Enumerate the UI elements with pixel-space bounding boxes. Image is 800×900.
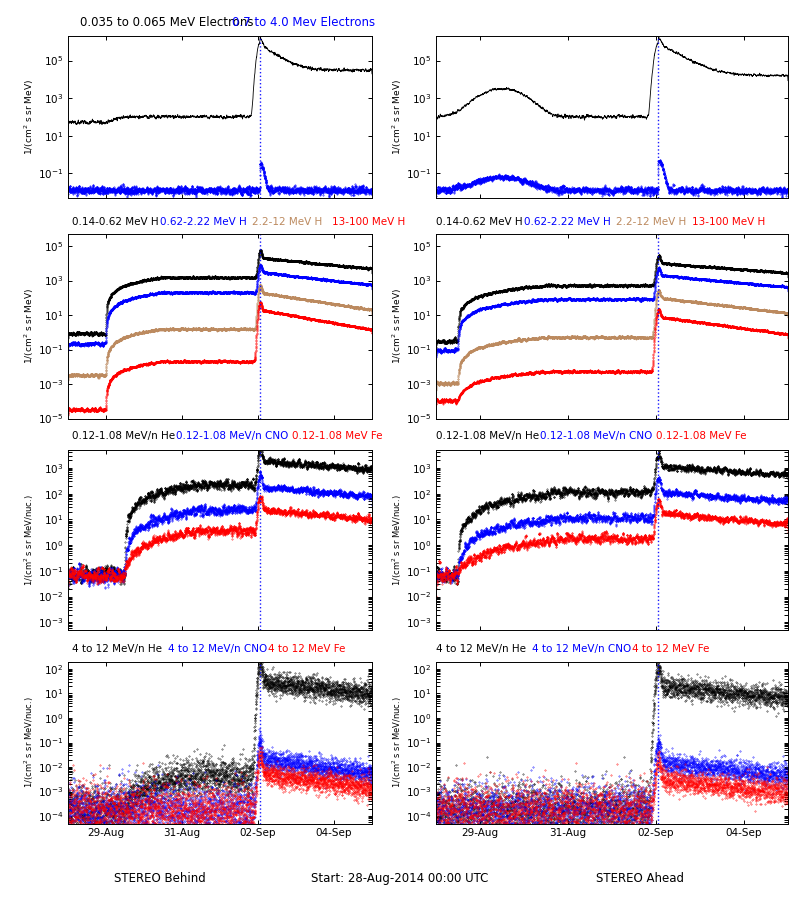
Text: 0.12-1.08 MeV Fe: 0.12-1.08 MeV Fe xyxy=(292,431,382,441)
Text: 4 to 12 MeV Fe: 4 to 12 MeV Fe xyxy=(632,644,710,654)
Text: 4 to 12 MeV Fe: 4 to 12 MeV Fe xyxy=(268,644,346,654)
Text: 0.14-0.62 MeV H: 0.14-0.62 MeV H xyxy=(436,217,522,227)
Text: 0.035 to 0.065 MeV Electrons: 0.035 to 0.065 MeV Electrons xyxy=(80,16,254,29)
Y-axis label: 1/(cm$^2$ s sr MeV): 1/(cm$^2$ s sr MeV) xyxy=(23,288,36,364)
Text: 0.12-1.08 MeV/n CNO: 0.12-1.08 MeV/n CNO xyxy=(176,431,288,441)
Text: 13-100 MeV H: 13-100 MeV H xyxy=(332,217,406,227)
Text: 4 to 12 MeV/n He: 4 to 12 MeV/n He xyxy=(436,644,526,654)
Y-axis label: 1/(cm$^2$ s sr MeV/nuc.): 1/(cm$^2$ s sr MeV/nuc.) xyxy=(23,494,36,586)
Y-axis label: 1/(cm$^2$ s sr MeV/nuc.): 1/(cm$^2$ s sr MeV/nuc.) xyxy=(22,697,36,788)
Y-axis label: 1/(cm$^2$ s sr MeV/nuc.): 1/(cm$^2$ s sr MeV/nuc.) xyxy=(390,697,404,788)
Text: 0.62-2.22 MeV H: 0.62-2.22 MeV H xyxy=(160,217,246,227)
Y-axis label: 1/(cm$^2$ s sr MeV): 1/(cm$^2$ s sr MeV) xyxy=(391,79,404,155)
Y-axis label: 1/(cm$^2$ s sr MeV): 1/(cm$^2$ s sr MeV) xyxy=(391,288,404,364)
Text: STEREO Behind: STEREO Behind xyxy=(114,872,206,885)
Text: 0.12-1.08 MeV Fe: 0.12-1.08 MeV Fe xyxy=(656,431,746,441)
Text: 4 to 12 MeV/n He: 4 to 12 MeV/n He xyxy=(72,644,162,654)
Text: 13-100 MeV H: 13-100 MeV H xyxy=(692,217,766,227)
Text: 0.7 to 4.0 Mev Electrons: 0.7 to 4.0 Mev Electrons xyxy=(232,16,375,29)
Text: STEREO Ahead: STEREO Ahead xyxy=(596,872,684,885)
Text: 0.62-2.22 MeV H: 0.62-2.22 MeV H xyxy=(524,217,610,227)
Text: 0.14-0.62 MeV H: 0.14-0.62 MeV H xyxy=(72,217,158,227)
Text: Start: 28-Aug-2014 00:00 UTC: Start: 28-Aug-2014 00:00 UTC xyxy=(311,872,489,885)
Text: 0.12-1.08 MeV/n CNO: 0.12-1.08 MeV/n CNO xyxy=(540,431,652,441)
Text: 4 to 12 MeV/n CNO: 4 to 12 MeV/n CNO xyxy=(168,644,267,654)
Text: 2.2-12 MeV H: 2.2-12 MeV H xyxy=(252,217,322,227)
Text: 2.2-12 MeV H: 2.2-12 MeV H xyxy=(616,217,686,227)
Y-axis label: 1/(cm$^2$ s sr MeV/nuc.): 1/(cm$^2$ s sr MeV/nuc.) xyxy=(391,494,404,586)
Y-axis label: 1/(cm$^2$ s sr MeV): 1/(cm$^2$ s sr MeV) xyxy=(23,79,36,155)
Text: 0.12-1.08 MeV/n He: 0.12-1.08 MeV/n He xyxy=(436,431,539,441)
Text: 0.12-1.08 MeV/n He: 0.12-1.08 MeV/n He xyxy=(72,431,175,441)
Text: 4 to 12 MeV/n CNO: 4 to 12 MeV/n CNO xyxy=(532,644,631,654)
